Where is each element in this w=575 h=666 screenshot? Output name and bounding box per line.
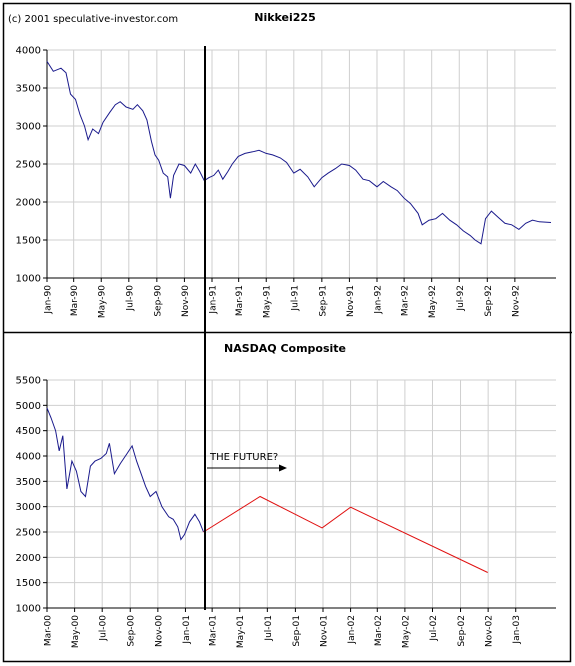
x-tick-label: Jul-02 [429, 615, 439, 642]
x-tick-label: Nov-92 [511, 285, 521, 317]
x-tick-label: Jul-90 [125, 285, 135, 312]
y-tick-label: 2000 [16, 553, 41, 564]
y-tick-label: 5500 [16, 376, 41, 387]
chart-title-nikkei: Nikkei225 [254, 11, 316, 24]
x-tick-label: Mar-90 [70, 285, 80, 316]
x-tick-label: Nov-90 [181, 285, 191, 317]
x-tick-label: Sep-92 [484, 285, 494, 317]
y-tick-label: 1500 [16, 578, 41, 589]
x-axis: Mar-00 May-00 Jul-00 Sep-00 Nov-00 Jan-01 Mar-… [44, 607, 556, 648]
y-tick-label: 3000 [16, 502, 41, 513]
y-tick-label: 2500 [16, 160, 41, 171]
y-axis: 1000 1500 2000 2500 3000 3500 4000 [16, 46, 48, 285]
series-lines [46, 61, 552, 245]
copyright-label: (c) 2001 speculative-investor.com [8, 14, 178, 25]
x-axis: Jan-90 Mar-90 May-90 Jul-90 Sep-90 Nov-90 Jan-… [44, 277, 556, 318]
x-tick-label: Jan-01 [182, 615, 192, 645]
y-tick-label: 5000 [16, 401, 41, 412]
x-tick-label: Nov-01 [319, 615, 329, 647]
x-tick-label: Nov-02 [485, 615, 495, 647]
x-tick-label: May-01 [236, 615, 246, 648]
y-tick-label: 3500 [16, 477, 41, 488]
x-tick-label: Jul-00 [99, 615, 109, 642]
gridlines [46, 49, 556, 279]
bottom-panel: 1000 1500 2000 2500 3000 3500 4000 4500 5000 5500… [16, 342, 556, 648]
chart-title-nasdaq: NASDAQ Composite [224, 342, 346, 355]
y-tick-label: 2500 [16, 528, 41, 539]
y-tick-label: 2000 [16, 198, 41, 209]
gridlines [46, 379, 556, 609]
x-tick-label: Jan-91 [208, 285, 218, 315]
y-tick-label: 3000 [16, 122, 41, 133]
x-tick-label: Mar-92 [401, 285, 411, 316]
y-tick-label: 4000 [16, 46, 41, 57]
x-tick-label: May-91 [263, 285, 273, 318]
x-tick-label: Jul-91 [290, 285, 300, 312]
x-tick-label: Jan-92 [373, 285, 383, 315]
x-tick-label: Mar-91 [235, 285, 245, 316]
future-arrow-head [279, 464, 287, 472]
x-tick-label: Nov-00 [154, 615, 164, 647]
x-tick-label: May-92 [428, 285, 438, 318]
top-panel: 1000 1500 2000 2500 3000 3500 4000 Jan-90 Mar-9… [8, 11, 556, 318]
y-tick-label: 4000 [16, 452, 41, 463]
future-annotation: THE FUTURE? [209, 452, 278, 463]
x-tick-label: Mar-02 [374, 615, 384, 646]
x-tick-label: May-90 [98, 285, 108, 318]
y-tick-label: 4500 [16, 426, 41, 437]
x-tick-label: Mar-00 [44, 615, 54, 646]
series-lines [46, 407, 488, 573]
x-tick-label: May-00 [71, 615, 81, 648]
x-tick-label: Sep-90 [153, 285, 163, 317]
y-tick-label: 3500 [16, 84, 41, 95]
index-line [46, 61, 552, 245]
x-tick-label: Mar-01 [209, 615, 219, 646]
index-line [46, 407, 204, 541]
x-tick-label: Sep-91 [318, 285, 328, 317]
x-tick-label: Jan-02 [347, 615, 357, 645]
x-tick-label: Jan-03 [512, 615, 522, 645]
y-axis: 1000 1500 2000 2500 3000 3500 4000 4500 5000 5500 [16, 376, 48, 615]
x-tick-label: Jul-01 [264, 615, 274, 642]
x-tick-label: Jul-92 [456, 285, 466, 312]
x-tick-label: Sep-02 [457, 615, 467, 647]
y-tick-label: 1000 [16, 604, 41, 615]
x-tick-label: Sep-00 [127, 615, 137, 647]
x-tick-label: Sep-01 [292, 615, 302, 647]
y-tick-label: 1500 [16, 236, 41, 247]
x-tick-label: Jan-90 [44, 285, 54, 315]
x-tick-label: May-02 [401, 615, 411, 648]
x-tick-label: Nov-91 [346, 285, 356, 317]
y-tick-label: 1000 [16, 274, 41, 285]
projection-line [203, 495, 488, 573]
